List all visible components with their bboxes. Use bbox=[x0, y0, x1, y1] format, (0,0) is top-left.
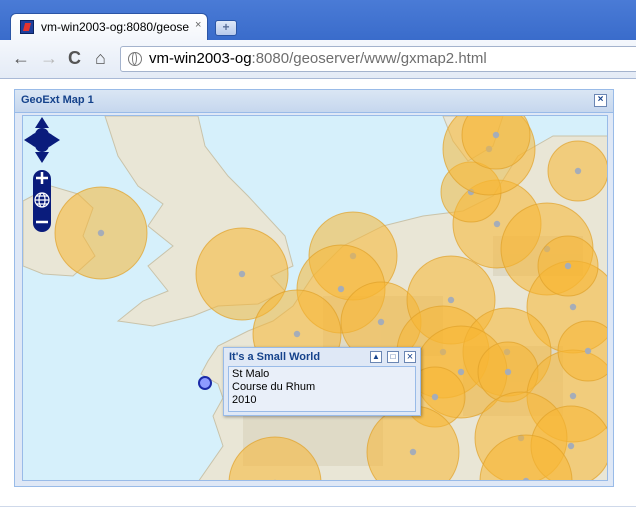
feature-point[interactable] bbox=[522, 477, 530, 481]
browser-tab[interactable]: vm-win2003-og:8080/geose × bbox=[10, 13, 208, 40]
feature-point[interactable] bbox=[574, 167, 582, 175]
popup-close-button[interactable]: × bbox=[404, 351, 416, 363]
feature-circle[interactable] bbox=[228, 436, 322, 481]
feature-point[interactable] bbox=[272, 479, 278, 481]
reload-icon[interactable]: C bbox=[68, 48, 81, 68]
selected-feature-point[interactable] bbox=[198, 376, 212, 390]
page-content: GeoExt Map 1 × bbox=[0, 79, 636, 507]
favicon-icon bbox=[20, 20, 34, 34]
tab-title: vm-win2003-og:8080/geose bbox=[41, 20, 190, 34]
feature-point[interactable] bbox=[337, 285, 345, 293]
tab-close-icon[interactable]: × bbox=[195, 19, 202, 31]
feature-point[interactable] bbox=[97, 229, 105, 237]
panel-close-button[interactable]: × bbox=[594, 94, 607, 107]
back-arrow-icon[interactable]: ← bbox=[12, 48, 30, 68]
feature-point[interactable] bbox=[584, 347, 592, 355]
map-viewport[interactable]: It's a Small World ▲ □ × St Malo Course … bbox=[22, 115, 608, 481]
pan-zoom-control[interactable] bbox=[23, 116, 61, 234]
home-icon[interactable]: ⌂ bbox=[95, 48, 106, 68]
zoom-bar[interactable] bbox=[33, 170, 51, 232]
feature-point[interactable] bbox=[447, 296, 455, 304]
map-panel-header: GeoExt Map 1 × bbox=[15, 90, 613, 113]
feature-point[interactable] bbox=[431, 393, 439, 401]
feature-circle[interactable] bbox=[461, 116, 531, 170]
url-text: vm-win2003-og:8080/geoserver/www/gxmap2.… bbox=[149, 50, 487, 67]
feature-point[interactable] bbox=[377, 318, 385, 326]
feature-point[interactable] bbox=[567, 442, 575, 450]
popup-line-place: St Malo bbox=[232, 368, 270, 380]
feature-circle[interactable] bbox=[479, 434, 573, 481]
popup-body: St Malo Course du Rhum 2010 bbox=[228, 366, 416, 412]
zoom-in-icon[interactable] bbox=[36, 172, 48, 184]
feature-point[interactable] bbox=[293, 330, 301, 338]
feature-point[interactable] bbox=[504, 368, 512, 376]
feature-point[interactable] bbox=[409, 448, 417, 456]
feature-point[interactable] bbox=[457, 368, 465, 376]
popup-title: It's a Small World bbox=[229, 351, 321, 363]
feature-point[interactable] bbox=[569, 303, 577, 311]
address-bar[interactable]: vm-win2003-og:8080/geoserver/www/gxmap2.… bbox=[120, 46, 636, 72]
pan-down-icon[interactable] bbox=[35, 152, 49, 163]
popup-maximize-button[interactable]: □ bbox=[387, 351, 399, 363]
feature-point[interactable] bbox=[238, 270, 246, 278]
popup-collapse-button[interactable]: ▲ bbox=[370, 351, 382, 363]
feature-popup[interactable]: It's a Small World ▲ □ × St Malo Course … bbox=[223, 347, 421, 416]
feature-point[interactable] bbox=[492, 131, 500, 139]
url-host: vm-win2003-og bbox=[149, 50, 252, 67]
feature-point[interactable] bbox=[569, 392, 577, 400]
globe-icon bbox=[128, 52, 142, 66]
feature-layer[interactable] bbox=[54, 116, 608, 481]
feature-point[interactable] bbox=[493, 220, 501, 228]
url-path: :8080/geoserver/www/gxmap2.html bbox=[251, 50, 487, 67]
feature-point[interactable] bbox=[564, 262, 572, 270]
zoom-world-icon[interactable] bbox=[34, 192, 50, 208]
popup-line-event: Course du Rhum bbox=[232, 381, 316, 393]
forward-arrow-icon[interactable]: → bbox=[40, 48, 58, 68]
feature-circle[interactable] bbox=[557, 320, 608, 382]
pan-up-icon[interactable] bbox=[35, 117, 49, 128]
popup-line-year: 2010 bbox=[232, 394, 257, 406]
new-tab-button[interactable]: + bbox=[215, 20, 237, 36]
map-canvas[interactable] bbox=[23, 116, 608, 481]
map-panel-title: GeoExt Map 1 bbox=[21, 94, 94, 106]
tab-strip: vm-win2003-og:8080/geose × + bbox=[0, 0, 636, 40]
map-panel: GeoExt Map 1 × bbox=[14, 89, 614, 487]
browser-toolbar: ← → C ⌂ vm-win2003-og:8080/geoserver/www… bbox=[0, 40, 636, 79]
